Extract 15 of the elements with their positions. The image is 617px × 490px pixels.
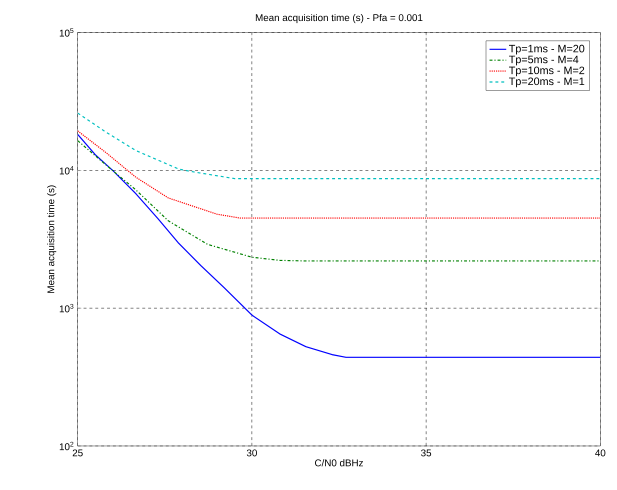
x-tick-label: 25 [72, 449, 83, 456]
x-tick-label: 35 [421, 449, 432, 456]
y-tick-label: 10$^{3}$ [60, 304, 74, 312]
y-tick-label: 10$^{4}$ [60, 166, 74, 174]
y-axis-title: Mean acquisition time (s) [47, 185, 56, 293]
legend-label: Tp=10ms - M=2 [509, 66, 584, 76]
legend-label: Tp=5ms - M=4 [509, 56, 578, 66]
legend-label: Tp=20ms - M=1 [509, 77, 584, 88]
y-tick-label: 10$^{5}$ [60, 28, 74, 36]
legend-label: Tp=1ms - M=20 [509, 44, 584, 54]
y-tick-label: 10$^{2}$ [60, 442, 74, 450]
x-tick-label: 30 [246, 449, 257, 456]
x-axis-title: C/N0 dBHz [315, 459, 363, 466]
x-tick-label: 40 [595, 449, 606, 456]
chart-title: Mean acquisition time (s) - Pfa = 0.001 [256, 14, 422, 23]
